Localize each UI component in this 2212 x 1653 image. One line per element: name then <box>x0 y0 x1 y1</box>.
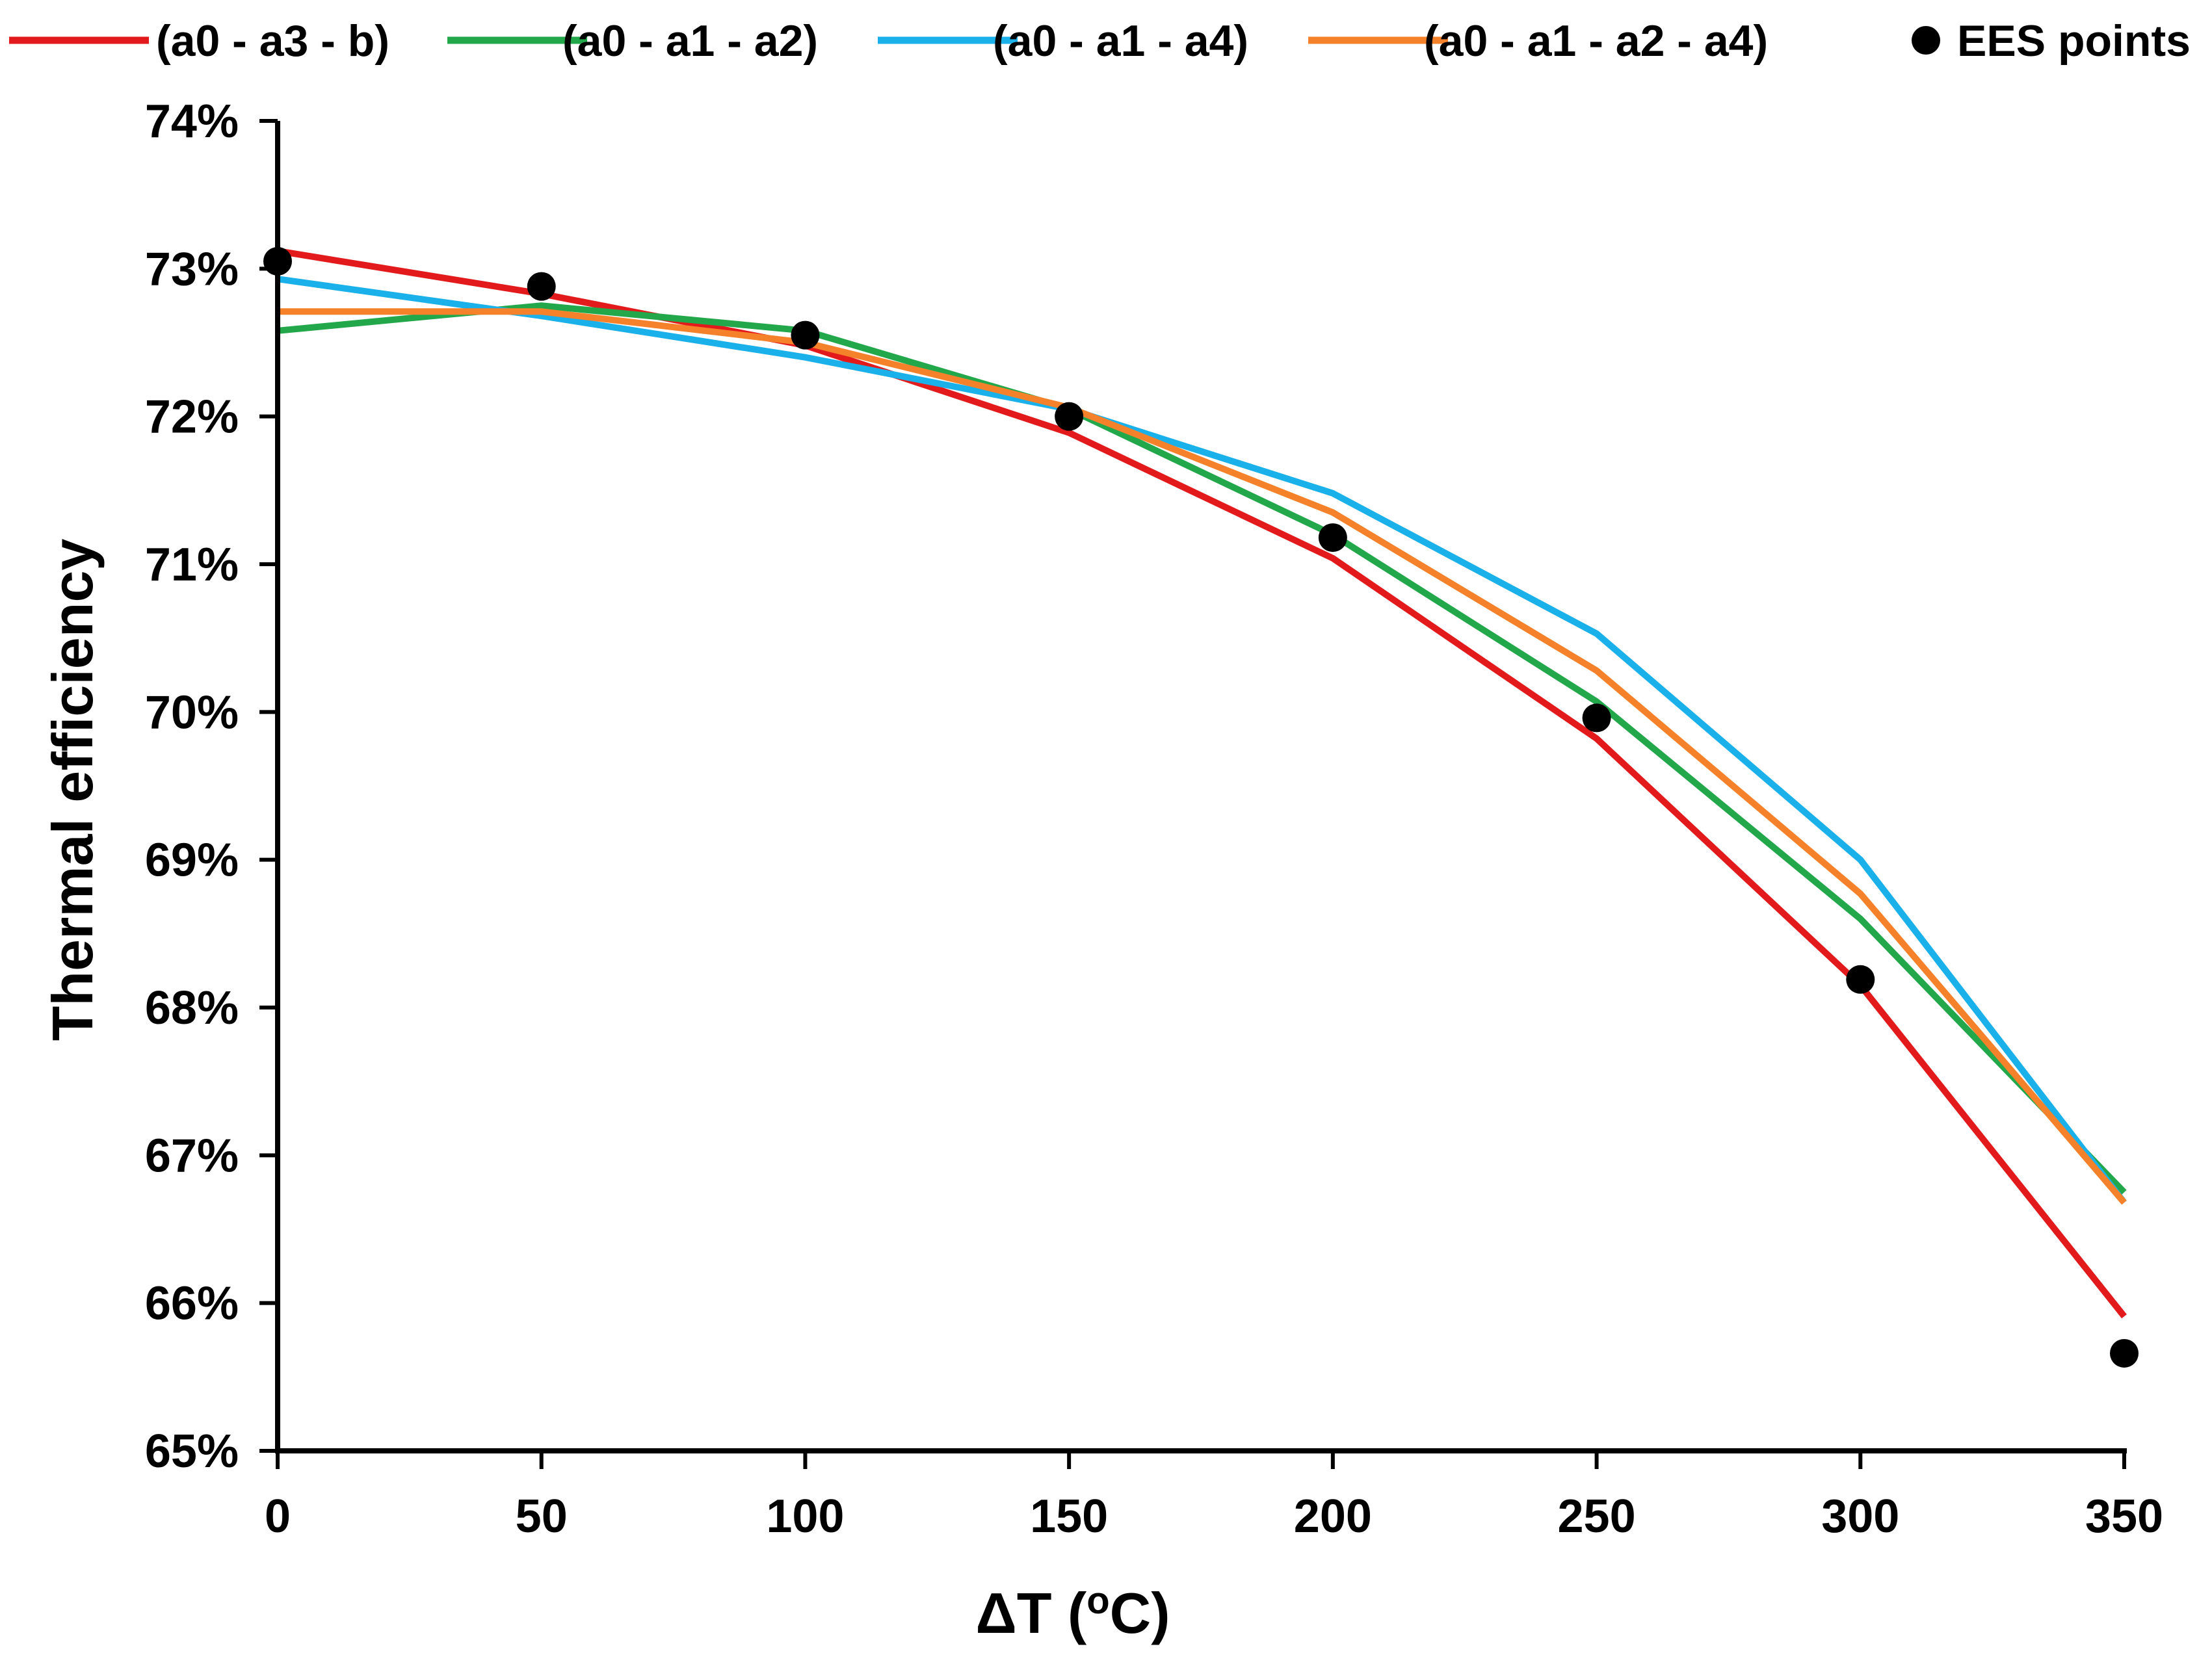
ees-point <box>1318 523 1347 553</box>
x-ticks: 0 50 100 150 200 250 300 350 <box>265 1451 2163 1542</box>
plot-area: 65% 66% 67% 68% 69% 70% 71% 72% 73% 74% 0 50 100 150… <box>145 96 2163 1542</box>
x-tick-label: 200 <box>1294 1490 1372 1542</box>
y-tick-label: 74% <box>145 96 239 148</box>
y-tick-label: 70% <box>145 686 239 738</box>
legend-item: EES points <box>1912 16 2191 66</box>
y-tick-label: 68% <box>145 982 239 1034</box>
y-tick-label: 66% <box>145 1278 239 1330</box>
legend-marker <box>1912 26 1940 55</box>
legend-item: (a0 - a3 - b) <box>9 16 389 66</box>
y-axis-title: Thermal efficiency <box>40 539 105 1041</box>
ees-point <box>1582 703 1611 733</box>
ees-point <box>2110 1338 2139 1368</box>
series-line-1 <box>277 302 2127 1195</box>
x-axis-title: ΔT (oC) <box>975 1580 1170 1645</box>
ees-point <box>1846 965 1875 994</box>
legend: (a0 - a3 - b) (a0 - a1 - a2) (a0 - a1 - a4… <box>9 16 2191 66</box>
series-lines <box>277 248 2127 1319</box>
ees-point <box>791 320 820 350</box>
series-line-2 <box>277 276 2127 1205</box>
ees-point <box>527 272 556 301</box>
ees-point <box>1055 402 1084 431</box>
y-ticks: 65% 66% 67% 68% 69% 70% 71% 72% 73% 74% <box>145 96 278 1477</box>
legend-item: (a0 - a1 - a4) <box>878 16 1248 66</box>
x-tick-label: 250 <box>1558 1490 1636 1542</box>
y-tick-label: 69% <box>145 835 239 887</box>
y-tick-label: 73% <box>145 243 239 295</box>
y-tick-label: 65% <box>145 1425 239 1477</box>
x-tick-label: 0 <box>265 1490 291 1542</box>
series-line-0 <box>277 248 2127 1319</box>
series-line-3 <box>278 308 2127 1205</box>
y-tick-label: 67% <box>145 1130 239 1182</box>
legend-label: (a0 - a1 - a2 - a4) <box>1424 16 1768 66</box>
ees-points <box>263 246 2139 1368</box>
legend-label: (a0 - a1 - a2) <box>562 16 818 66</box>
y-tick-label: 72% <box>145 391 239 443</box>
x-tick-label: 50 <box>516 1490 568 1542</box>
x-tick-label: 350 <box>2085 1490 2163 1542</box>
x-tick-label: 150 <box>1030 1490 1108 1542</box>
legend-item: (a0 - a1 - a2) <box>447 16 818 66</box>
x-tick-label: 100 <box>766 1490 844 1542</box>
legend-item: (a0 - a1 - a2 - a4) <box>1308 16 1768 66</box>
x-tick-label: 300 <box>1821 1490 1899 1542</box>
y-tick-label: 71% <box>145 539 239 591</box>
legend-label: (a0 - a1 - a4) <box>993 16 1248 66</box>
legend-label: (a0 - a3 - b) <box>156 16 389 66</box>
legend-label: EES points <box>1957 16 2191 66</box>
